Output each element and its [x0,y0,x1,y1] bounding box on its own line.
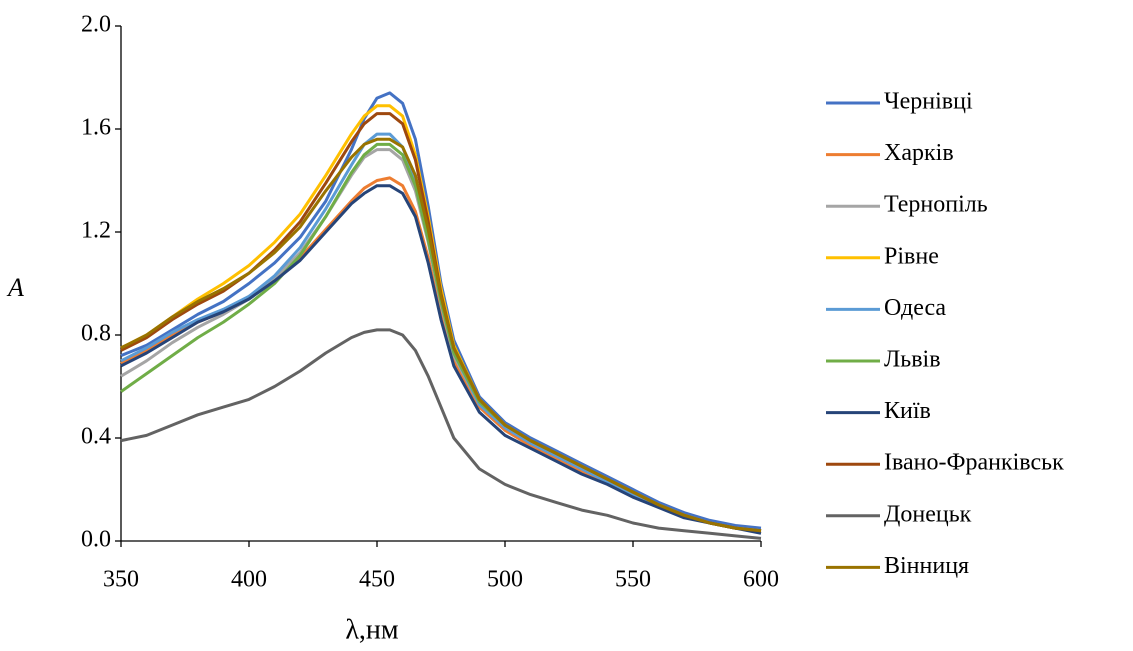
y-tick-label: 0.8 [81,321,111,347]
legend-label: Одеса [884,295,946,321]
series-line [120,142,762,533]
legend-label: Харків [884,140,954,166]
legend-label: Донецьк [884,501,972,527]
series-line [120,148,762,533]
series-line [120,137,762,533]
series-line [120,176,762,533]
y-tick-label: 1.2 [81,218,111,244]
x-axis-label: λ,нм [345,614,399,645]
series-line [120,132,762,533]
legend-label: Вінниця [884,553,969,579]
x-tick-label: 600 [743,567,779,593]
y-tick-label: 0.0 [81,527,111,553]
y-tick-label: 1.6 [81,115,111,141]
legend-label: Івано-Франківськ [884,450,1064,476]
series-line [120,328,762,540]
y-tick-label: 0.4 [81,424,111,450]
series-line [120,184,762,535]
legend-label: Рівне [884,243,939,269]
x-tick-label: 500 [487,567,523,593]
y-tick-label: 2.0 [81,12,111,38]
legend-label: Київ [884,398,931,424]
y-axis-label: A [6,273,24,302]
x-tick-label: 450 [359,567,395,593]
legend-label: Львів [884,347,941,373]
legend-label: Чернівці [884,89,973,115]
x-tick-label: 400 [231,567,267,593]
legend-label: Тернопіль [884,192,988,218]
x-tick-label: 350 [103,567,139,593]
series-line [120,91,762,530]
x-tick-label: 550 [615,567,651,593]
